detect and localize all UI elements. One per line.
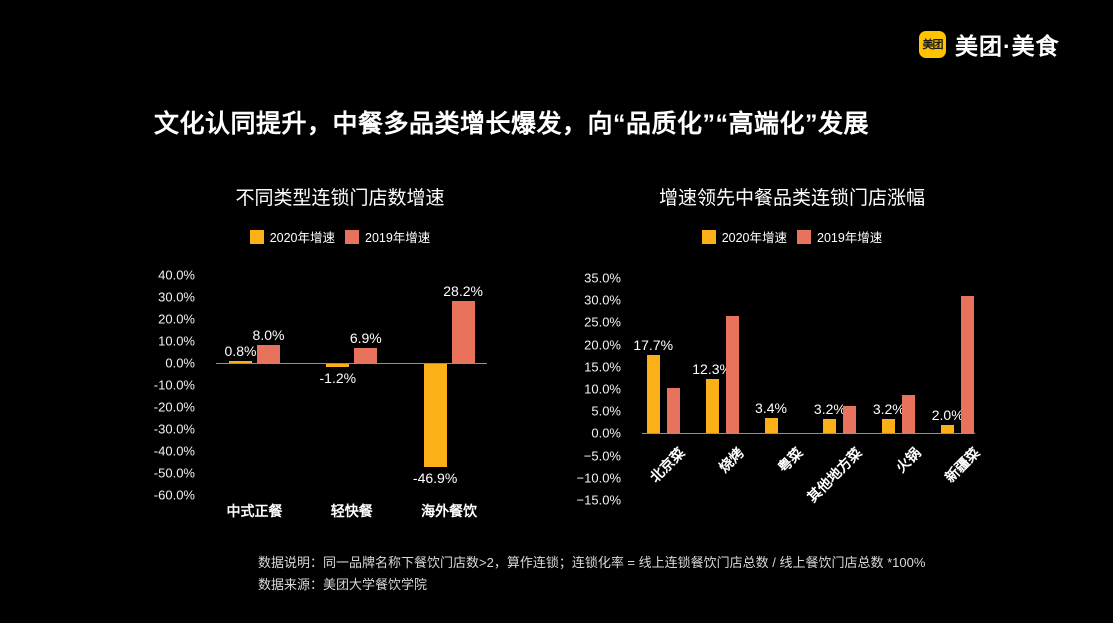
bar-value-label: 0.8% [224,343,257,360]
left-chart-plot: 40.0% 30.0% 20.0% 10.0% 0.0% -10.0% -20.0% -30.… [154,268,487,519]
bar-2019年增速-其他地方菜 [843,406,857,434]
x-category-label: 烧烤 [715,444,747,476]
left-chart-legend: 2020年增速 2019年增速 [165,227,515,246]
legend-item-2020: 2020年增速 [249,227,335,246]
x-category-label: 海外餐饮 [421,503,478,519]
y-tick-label: 10.0% [158,333,195,349]
y-tick-label: -60.0% [153,487,195,503]
x-category-label: 轻快餐 [330,503,373,519]
y-tick-label: 5.0% [591,403,621,419]
bar-value-label: 17.7% [633,336,674,353]
x-category-label: 火锅 [892,444,924,476]
bar-2020年增速-海外餐饮 [423,364,447,468]
legend-item-2019: 2019年增速 [345,227,430,246]
bar-value-label: 12.3% [692,360,732,377]
legend-swatch-2019-icon [797,229,811,244]
legend-item-2020: 2020年增速 [701,227,787,246]
x-category-label: 新疆菜 [941,444,983,486]
footnote-data-source: 数据来源：美团大学餐饮学院 [258,577,428,592]
x-category-label: 粤菜 [774,444,806,476]
y-tick-label: -50.0% [153,465,195,481]
y-tick-label: 20.0% [584,337,621,353]
y-tick-label: 30.0% [584,292,621,308]
y-tick-label: 30.0% [158,289,195,305]
bar-value-label: 2.0% [931,406,964,423]
meituan-badge-icon: 美团 [919,30,946,58]
bar-2020年增速-火锅 [882,419,896,434]
legend-label-2020: 2020年增速 [269,231,335,245]
y-tick-label: -30.0% [153,421,195,437]
bar-value-label: 3.2% [872,401,905,418]
bar-2020年增速-中式正餐 [229,361,252,363]
bar-2019年增速-中式正餐 [257,345,280,363]
bar-value-label: -46.9% [412,470,458,487]
x-axis-line [216,363,487,364]
footnote: 数据说明：同一品牌名称下餐饮门店数>2，算作连锁；连锁化率 = 线上连锁餐饮门店… [258,552,925,596]
right-chart-plot: 35.0% 30.0% 25.0% 20.0% 15.0% 10.0% 5.0% 0.0% −5… [577,271,983,508]
bar-2019年增速-北京菜 [666,388,680,434]
bar-value-label: 3.2% [813,401,846,418]
bar-2020年增速-轻快餐 [326,364,350,367]
bar-value-label: 28.2% [443,282,483,299]
y-tick-label: -40.0% [153,443,195,459]
y-tick-label: -10.0% [153,377,195,393]
x-category-label: 北京菜 [646,444,688,486]
brand-logo: 美团 美团·美食 [919,27,1060,61]
legend-swatch-2019-icon [345,229,359,244]
bar-value-label: 3.4% [755,400,787,417]
bar-2019年增速-新疆菜 [961,295,975,434]
y-tick-label: −5.0% [583,448,621,464]
bar-2019年增速-火锅 [902,395,916,434]
left-chart-panel: 不同类型连锁门店数增速 2020年增速 2019年增速 [165,183,515,246]
right-chart-title: 增速领先中餐品类连锁门店涨幅 [658,188,925,209]
bar-value-label: -1.2% [319,369,357,386]
x-category-label: 中式正餐 [226,503,283,519]
y-tick-label: −10.0% [576,470,621,486]
legend-item-2019: 2019年增速 [797,227,882,246]
y-tick-label: −15.0% [576,492,621,508]
footnote-data-note: 数据说明：同一品牌名称下餐饮门店数>2，算作连锁；连锁化率 = 线上连锁餐饮门店… [258,555,926,570]
y-tick-label: 0.0% [591,425,621,441]
bar-value-label: 6.9% [349,329,382,346]
y-tick-label: 15.0% [584,359,621,375]
bar-2019年增速-烧烤 [725,315,739,434]
legend-label-2019: 2019年增速 [817,231,883,245]
y-tick-label: 35.0% [584,270,621,286]
legend-swatch-2020-icon [701,229,716,244]
slide-title: 文化认同提升，中餐多品类增长爆发，向“品质化”“高端化”发展 [154,110,870,138]
bar-2019年增速-轻快餐 [354,347,378,363]
y-tick-label: 0.0% [165,355,195,371]
y-tick-label: 25.0% [584,314,621,330]
legend-label-2020: 2020年增速 [721,231,787,245]
bar-2019年增速-海外餐饮 [451,300,475,363]
bar-2020年增速-其他地方菜 [823,419,837,434]
x-axis-line [642,433,975,435]
left-chart-title: 不同类型连锁门店数增速 [235,188,445,209]
right-chart-panel: 增速领先中餐品类连锁门店涨幅 2020年增速 2019年增速 [617,183,967,246]
bar-2020年增速-粤菜 [764,418,778,434]
bar-2020年增速-北京菜 [646,354,660,434]
legend-swatch-2020-icon [249,229,264,244]
right-chart-legend: 2020年增速 2019年增速 [617,227,967,246]
brand-name: 美团·美食 [955,33,1060,59]
y-tick-label: 20.0% [158,311,195,327]
bar-2020年增速-烧烤 [705,378,719,434]
y-tick-label: -20.0% [153,399,195,415]
bar-2020年增速-新疆菜 [941,424,955,434]
y-tick-label: 40.0% [158,267,195,283]
x-category-label: 其他地方菜 [803,444,865,506]
legend-label-2019: 2019年增速 [365,231,431,245]
y-tick-label: 10.0% [584,381,621,397]
bar-value-label: 8.0% [252,327,285,344]
